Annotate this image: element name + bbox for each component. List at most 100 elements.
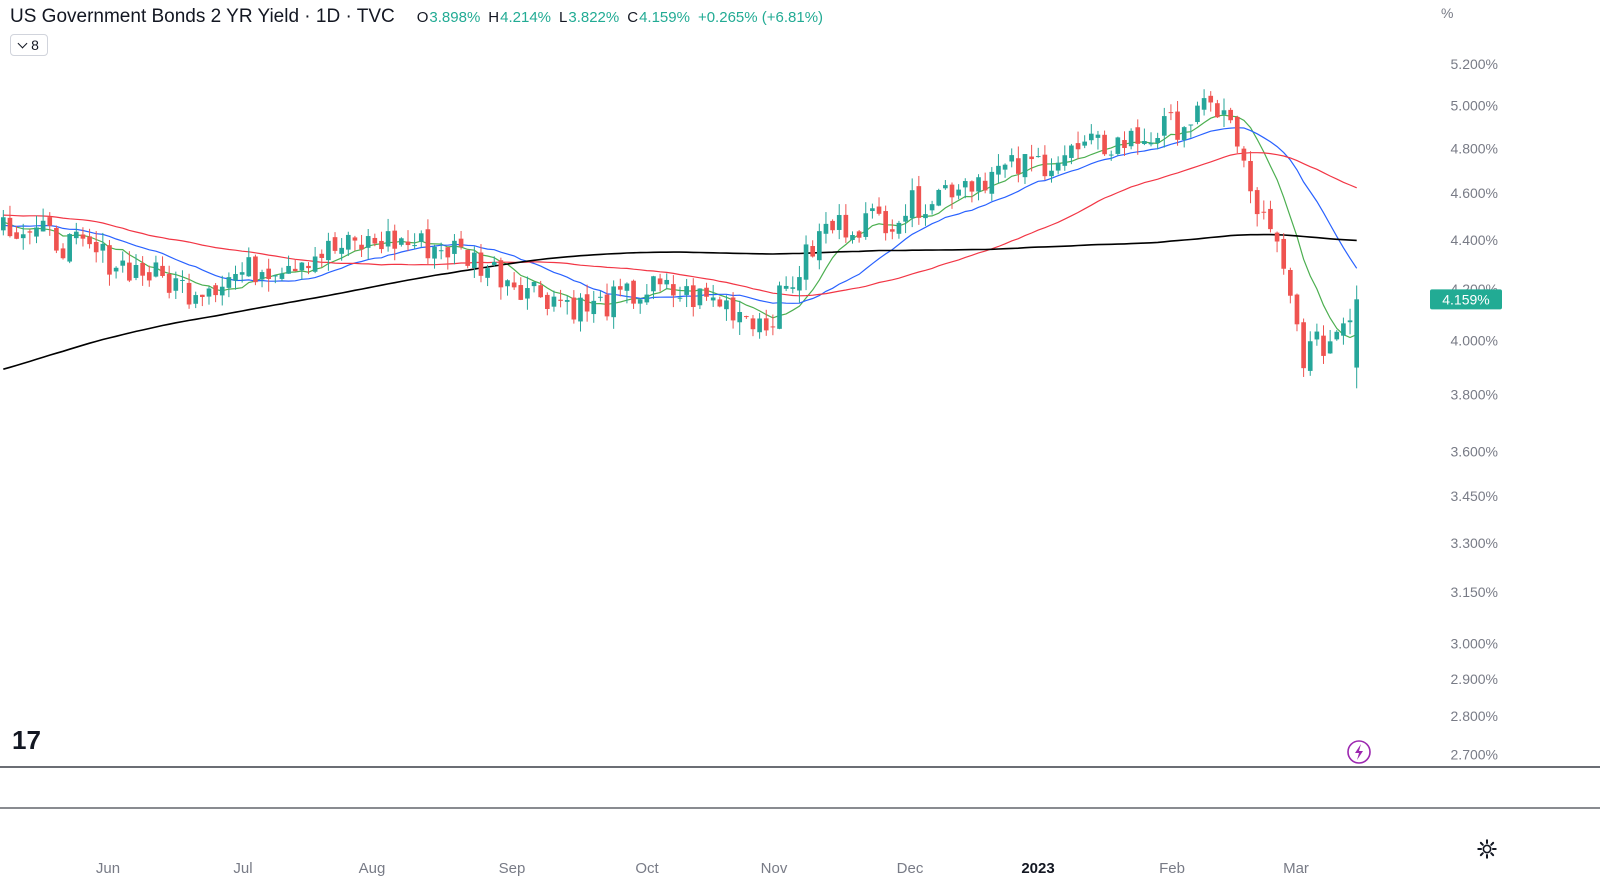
candle: [511, 272, 517, 290]
candle-body: [1201, 98, 1207, 110]
candle: [54, 225, 59, 254]
candle-body: [690, 285, 696, 308]
candle-body: [34, 227, 39, 237]
candle-body: [133, 265, 139, 278]
candle: [1274, 231, 1280, 253]
price-axis[interactable]: %5.200%5.000%4.800%4.600%4.400%4.200%4.0…: [1441, 5, 1498, 762]
candle: [1122, 131, 1127, 156]
candle: [1234, 115, 1240, 154]
price-tick-label: 3.600%: [1451, 443, 1498, 459]
candle-body: [1301, 322, 1306, 369]
candle: [797, 265, 802, 303]
candle: [578, 293, 583, 332]
candle-body: [146, 272, 152, 281]
candle-body: [345, 234, 351, 250]
candle: [1128, 128, 1134, 150]
candle-body: [385, 231, 391, 247]
moving-average-line: [3, 233, 1357, 370]
tradingview-logo[interactable]: 17: [12, 725, 41, 755]
candle: [67, 233, 72, 264]
candle-body: [312, 256, 318, 272]
open-value: 3.898%: [429, 9, 481, 26]
candle: [1354, 285, 1360, 389]
candle: [704, 282, 709, 301]
candle: [60, 243, 66, 260]
flash-icon[interactable]: [1347, 740, 1371, 764]
candle: [1314, 323, 1320, 346]
price-tick-label: 4.400%: [1451, 232, 1498, 248]
candle: [352, 235, 358, 251]
candle-body: [20, 234, 26, 239]
candle: [1334, 329, 1340, 341]
candle: [903, 204, 908, 234]
candle-body: [1075, 143, 1081, 150]
candle: [1347, 308, 1353, 335]
high-label: H: [488, 9, 500, 26]
candle: [399, 237, 404, 247]
candle-body: [47, 217, 53, 226]
candle: [697, 288, 703, 310]
candle: [1241, 146, 1247, 168]
candle-body: [757, 318, 762, 333]
candle-body: [1042, 154, 1048, 177]
candle: [1095, 130, 1101, 150]
candle-body: [936, 189, 942, 206]
symbol-title[interactable]: US Government Bonds 2 YR Yield · 1D · TV…: [10, 6, 395, 27]
candle-body: [810, 246, 816, 257]
candle-body: [969, 181, 975, 192]
candle: [684, 278, 689, 308]
candle: [1201, 89, 1207, 116]
candle: [1208, 91, 1214, 112]
candle: [385, 218, 391, 252]
time-tick-label: Oct: [635, 860, 659, 877]
candle: [173, 271, 179, 299]
gear-icon[interactable]: [1476, 838, 1498, 860]
indicators-toggle-button[interactable]: 8: [10, 34, 48, 56]
price-tick-label: 3.300%: [1451, 535, 1498, 551]
candle: [677, 286, 683, 302]
candle: [710, 284, 716, 307]
candle-body: [962, 181, 968, 188]
candle-body: [1188, 124, 1194, 126]
candle: [551, 290, 557, 312]
candle-body: [173, 278, 179, 291]
low-value: 3.822%: [568, 9, 620, 26]
candle: [27, 229, 33, 245]
candle: [531, 281, 537, 293]
candle-body: [359, 244, 364, 250]
candle-body: [498, 260, 504, 288]
last-price-label: 4.159%: [1430, 289, 1502, 310]
candle: [372, 233, 378, 247]
candle-body: [272, 275, 278, 277]
candle: [564, 295, 570, 315]
candle-body: [684, 286, 689, 295]
candle-body: [1115, 137, 1121, 154]
candle: [598, 290, 603, 302]
candle-body: [790, 287, 796, 289]
candle-body: [306, 265, 311, 269]
candle: [345, 231, 351, 257]
candle-body: [783, 285, 789, 289]
candle: [1049, 158, 1054, 183]
candle-body: [724, 300, 729, 310]
candle-body: [0, 217, 6, 231]
candle-body: [664, 279, 670, 285]
candle-body: [286, 265, 291, 274]
candle-body: [1088, 133, 1094, 141]
candle: [485, 264, 490, 287]
candle-body: [677, 297, 683, 299]
candle: [1155, 132, 1160, 150]
candle-body: [107, 245, 112, 275]
candle-body: [843, 214, 849, 238]
candle: [332, 232, 338, 254]
plot-area[interactable]: [0, 89, 1360, 389]
time-axis[interactable]: Jun Jul Aug Sep Oct Nov Dec 2023 Feb Mar: [96, 860, 1309, 877]
candle: [14, 225, 19, 240]
price-tick-label: 4.000%: [1451, 332, 1498, 348]
candle-body: [996, 165, 1001, 175]
candle-body: [770, 326, 776, 328]
candle: [558, 289, 563, 308]
candle-body: [160, 265, 165, 276]
candle-body: [140, 262, 145, 276]
